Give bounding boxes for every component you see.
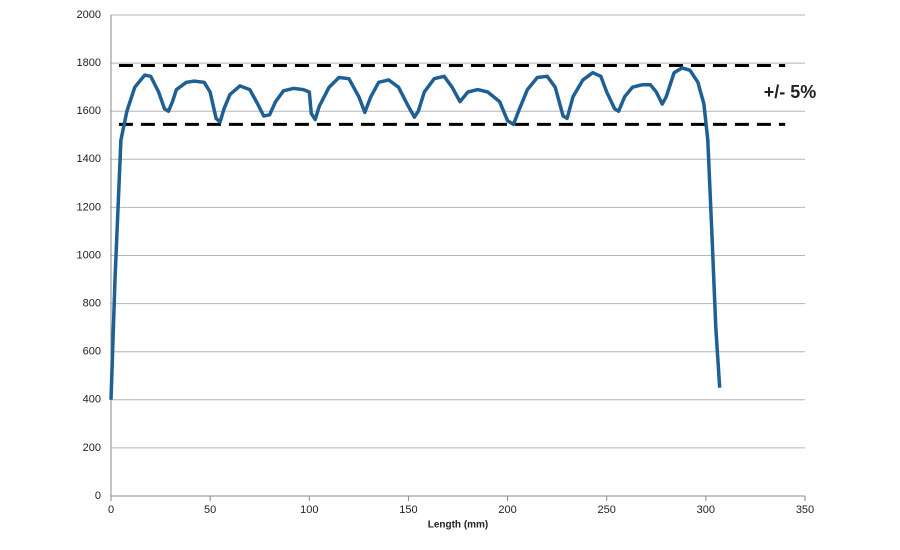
- x-tick-label: 100: [300, 504, 318, 516]
- y-tick-label: 0: [95, 490, 101, 502]
- y-tick-label: 400: [83, 394, 101, 406]
- x-axis-title: Length (mm): [428, 520, 489, 531]
- x-tick-label: 50: [204, 504, 216, 516]
- annotation: +/- 5%: [764, 82, 817, 102]
- y-tick-label: 800: [83, 298, 101, 310]
- y-tick-label: 1600: [77, 105, 101, 117]
- x-tick-label: 200: [498, 504, 516, 516]
- x-tick-label: 350: [796, 504, 814, 516]
- y-tick-label: 200: [83, 442, 101, 454]
- x-tick-label: 0: [108, 504, 114, 516]
- x-tick-label: 300: [697, 504, 715, 516]
- x-tick-label: 250: [598, 504, 616, 516]
- x-tick-label: 150: [399, 504, 417, 516]
- y-tick-label: 1200: [77, 201, 101, 213]
- y-tick-label: 1000: [77, 249, 101, 261]
- y-tick-label: 2000: [77, 9, 101, 21]
- y-tick-label: 1800: [77, 57, 101, 69]
- data-line: [109, 66, 722, 400]
- y-tick-label: 600: [83, 346, 101, 358]
- y-tick-label: 1400: [77, 153, 101, 165]
